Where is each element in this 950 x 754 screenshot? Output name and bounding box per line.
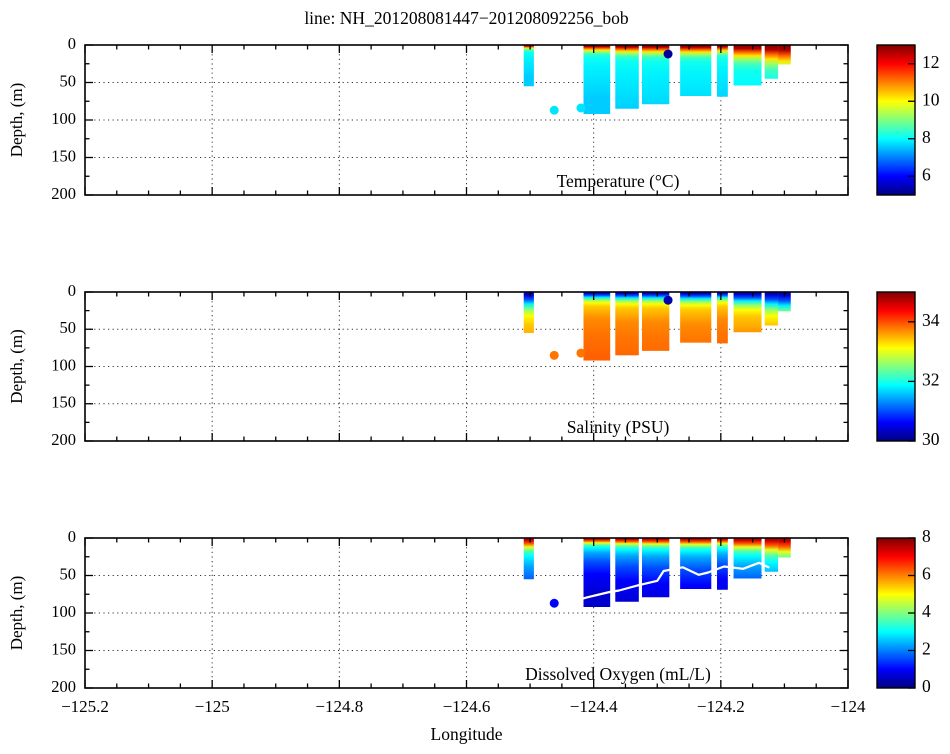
data-point: [576, 348, 586, 358]
tick-marks: [84, 44, 849, 196]
colorbar-gradient: [877, 45, 915, 195]
panel-annotation: Salinity (PSU): [567, 417, 670, 437]
data-column: [680, 538, 712, 589]
colorbar-tick-label: 32: [922, 369, 940, 389]
data-column: [733, 538, 762, 579]
x-tick-label: −124: [830, 697, 866, 716]
x-axis-label: Longitude: [431, 724, 503, 744]
y-axis-label: Depth, (m): [7, 576, 26, 651]
y-tick-label: 0: [68, 527, 76, 546]
data-column: [523, 538, 534, 580]
data-column: [717, 538, 728, 590]
colorbar-tick-label: 12: [922, 52, 940, 72]
x-tick-label: −124.6: [443, 697, 491, 716]
data-column: [733, 292, 762, 333]
y-tick-label: 150: [51, 146, 76, 165]
data-point: [576, 103, 586, 113]
panel-dissolved_oxygen: 0 50 100 150 200 Depth, (m) Dissolved Oxygen (…: [7, 527, 866, 744]
data-point: [549, 105, 559, 115]
colorbar-border: [876, 291, 916, 442]
colorbar-tick-label: 30: [922, 429, 940, 449]
data-column: [778, 292, 791, 312]
panel-temperature: 0 50 100 150 200 Depth, (m) Temperature (°C): [7, 34, 849, 203]
colorbar-tick-label: 0: [922, 676, 931, 696]
y-tick-label: 100: [51, 355, 76, 374]
colorbar-border: [876, 44, 916, 196]
hypoxia-contour: [570, 561, 770, 603]
colorbar-tick-label: 6: [922, 164, 931, 184]
data-column: [680, 292, 712, 343]
colorbar-dissolved_oxygen: 8 6 4 2 0: [876, 526, 931, 696]
colorbar-tick-label: 8: [922, 526, 931, 546]
data-column: [733, 45, 762, 86]
tick-marks: [84, 291, 849, 442]
y-tick-label: 0: [68, 281, 76, 300]
tick-marks: [84, 537, 849, 689]
x-tick-label: −124.2: [697, 697, 745, 716]
data-column: [778, 538, 791, 558]
data-point: [549, 598, 559, 608]
colorbar-salinity: 34 32 30: [876, 291, 940, 449]
data-column: [523, 292, 534, 333]
y-tick-label: 200: [51, 184, 76, 203]
data-point: [663, 49, 673, 59]
x-tick-label: −124.4: [570, 697, 618, 716]
data-column: [583, 45, 611, 114]
data-column: [615, 538, 639, 602]
y-tick-label: 100: [51, 109, 76, 128]
panel-annotation: Dissolved Oxygen (mL/L): [525, 664, 711, 684]
data-column: [523, 45, 534, 87]
y-axis-label: Depth, (m): [7, 83, 26, 158]
data-column: [615, 292, 639, 356]
data-column: [717, 45, 728, 97]
y-tick-label: 200: [51, 430, 76, 449]
y-tick-label: 50: [60, 564, 77, 583]
data-column: [778, 45, 791, 65]
data-column: [764, 45, 779, 79]
y-tick-label: 150: [51, 639, 76, 658]
y-tick-label: 150: [51, 393, 76, 412]
colorbar-tick-label: 8: [922, 127, 931, 147]
x-tick-label: −124.8: [315, 697, 363, 716]
panel-salinity: 0 50 100 150 200 Depth, (m) Salinity (PSU): [7, 281, 849, 449]
data-column: [641, 538, 670, 598]
y-tick-label: 100: [51, 602, 76, 621]
figure-title: line: NH_201208081447−201208092256_bob: [304, 8, 629, 28]
colorbar-tick-label: 2: [922, 639, 931, 659]
data-column: [680, 45, 712, 96]
colorbar-gradient: [877, 292, 915, 441]
y-axis-label: Depth, (m): [7, 329, 26, 404]
data-column: [583, 292, 611, 361]
y-tick-label: 0: [68, 34, 76, 53]
colorbar-tick-label: 10: [922, 89, 940, 109]
data-point: [663, 295, 673, 305]
colorbar-tick-label: 6: [922, 564, 931, 584]
panel-annotation: Temperature (°C): [557, 171, 680, 191]
y-tick-label: 50: [60, 318, 77, 337]
data-column: [764, 292, 779, 326]
data-column: [615, 45, 639, 109]
colorbar-tick-label: 4: [922, 601, 931, 621]
colorbar-tick-label: 34: [922, 310, 940, 330]
x-tick-label: −125: [195, 697, 230, 716]
data-point: [549, 350, 559, 360]
y-tick-label: 200: [51, 677, 76, 696]
y-tick-label: 50: [60, 71, 77, 90]
x-tick-label: −125.2: [61, 697, 109, 716]
data-column: [717, 292, 728, 344]
colorbar-temperature: 12 10 8 6: [876, 44, 940, 196]
data-column: [764, 538, 779, 572]
